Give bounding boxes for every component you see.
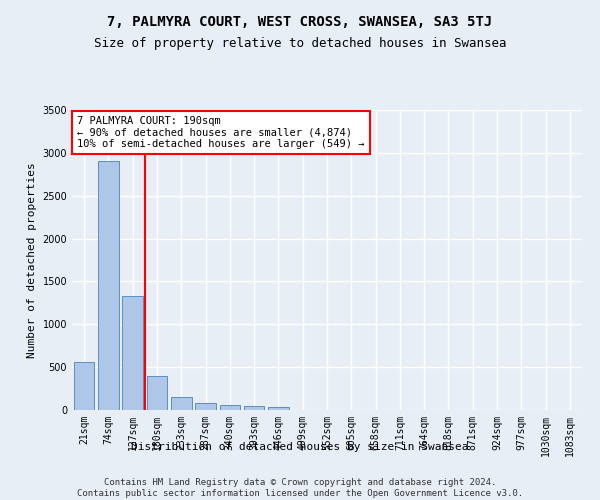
- Text: 7 PALMYRA COURT: 190sqm
← 90% of detached houses are smaller (4,874)
10% of semi: 7 PALMYRA COURT: 190sqm ← 90% of detache…: [77, 116, 365, 149]
- Bar: [195, 403, 216, 410]
- Bar: [244, 406, 265, 410]
- Bar: [268, 406, 289, 410]
- Bar: [171, 396, 191, 410]
- Bar: [220, 405, 240, 410]
- Y-axis label: Number of detached properties: Number of detached properties: [27, 162, 37, 358]
- Bar: [74, 362, 94, 410]
- Text: 7, PALMYRA COURT, WEST CROSS, SWANSEA, SA3 5TJ: 7, PALMYRA COURT, WEST CROSS, SWANSEA, S…: [107, 15, 493, 29]
- Bar: [122, 296, 143, 410]
- Text: Size of property relative to detached houses in Swansea: Size of property relative to detached ho…: [94, 38, 506, 51]
- Bar: [146, 376, 167, 410]
- Bar: [98, 162, 119, 410]
- Text: Distribution of detached houses by size in Swansea: Distribution of detached houses by size …: [131, 442, 469, 452]
- Text: Contains HM Land Registry data © Crown copyright and database right 2024.
Contai: Contains HM Land Registry data © Crown c…: [77, 478, 523, 498]
